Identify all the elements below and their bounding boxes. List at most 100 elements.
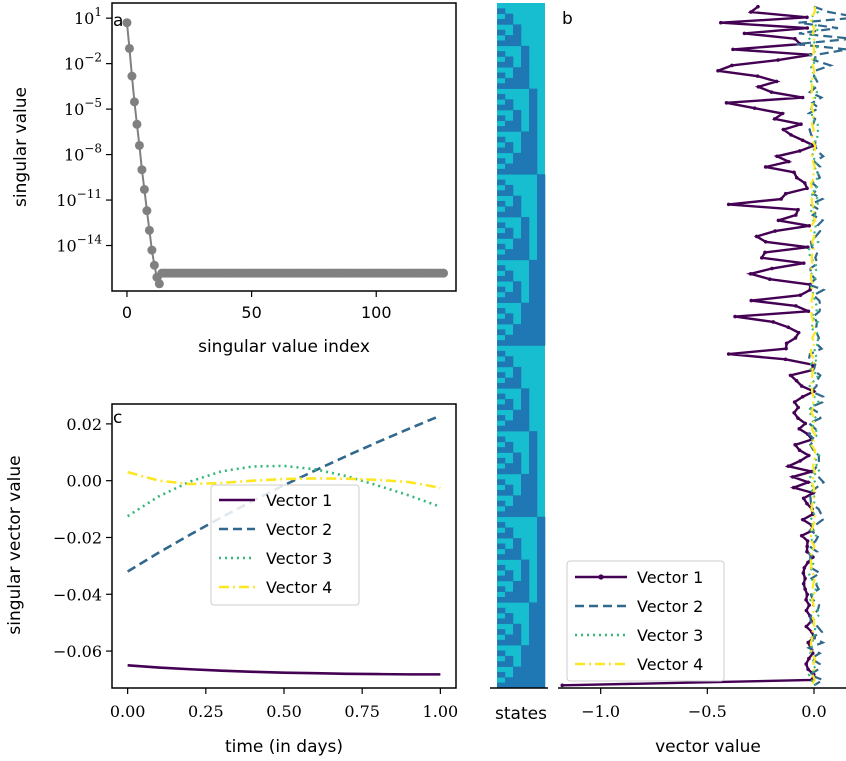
panel-b-point: [797, 149, 802, 153]
panel-b-point: [799, 533, 804, 538]
states-cell: [537, 580, 546, 587]
states-cell: [505, 83, 514, 89]
panel-b-point: [763, 239, 768, 244]
states-cell: [537, 275, 546, 282]
panel-b-point: [796, 416, 800, 420]
states-cell: [505, 270, 514, 277]
panel-b-point: [804, 598, 808, 602]
states-cell: [513, 639, 522, 646]
states-cell: [513, 468, 522, 475]
states-cell: [529, 158, 538, 164]
states-cell: [537, 666, 546, 673]
states-cell: [537, 334, 546, 341]
states-cell: [529, 275, 538, 282]
states-cell: [497, 671, 506, 678]
states-cell: [505, 677, 514, 683]
states-cell: [497, 639, 506, 646]
panel-a-singular-values: a 0 50 100 101 10−2 10−5 10−8 10−11 10−14 singul…: [11, 2, 457, 357]
panel-b-point: [794, 304, 798, 308]
panel-b-point: [794, 213, 798, 217]
states-cell: [537, 286, 546, 293]
states-cell: [537, 184, 546, 191]
states-cell: [529, 655, 538, 662]
states-cell: [521, 67, 530, 73]
states-cell: [513, 591, 522, 598]
states-cell: [537, 243, 546, 250]
states-cell: [537, 623, 546, 630]
states-cell: [497, 575, 506, 582]
states-cell: [513, 506, 522, 512]
states-cell: [529, 131, 538, 138]
states-cell: [529, 88, 538, 95]
panel-a-ticks: 0 50 100 101 10−2 10−5 10−8 10−11 10−14: [56, 5, 391, 322]
states-cell: [521, 655, 530, 662]
states-cell: [529, 473, 538, 480]
states-cell: [505, 441, 514, 448]
states-cell: [513, 238, 522, 245]
states-cell: [521, 420, 530, 427]
states-cell: [513, 382, 522, 389]
panel-b-point: [803, 587, 807, 591]
panel-b-point: [779, 197, 783, 201]
states-cell: [521, 329, 530, 336]
states-cell: [505, 570, 514, 576]
states-cell: [497, 243, 506, 250]
panel-c-legend: Vector 1 Vector 2 Vector 3 Vector 4: [210, 484, 360, 606]
states-cell: [537, 297, 546, 303]
panel-c-xtick-label: 0.75: [344, 702, 380, 721]
panel-a-marks: [122, 18, 449, 289]
states-cell: [521, 45, 530, 52]
states-cell: [537, 639, 546, 646]
states-cell: [529, 142, 538, 148]
states-cell: [497, 297, 506, 303]
states-cell: [505, 313, 514, 320]
states-cell: [497, 40, 506, 47]
panel-b-point: [807, 223, 812, 228]
panel-b-point: [806, 453, 811, 458]
states-cell: [513, 377, 522, 384]
states-cell: [497, 479, 506, 485]
panel-a-ytick-label: 10−2: [64, 51, 102, 74]
states-cell: [505, 56, 514, 63]
states-cell: [505, 506, 514, 512]
panel-c-legend-label: Vector 1: [266, 491, 332, 510]
states-cell: [513, 682, 522, 689]
states-cell: [497, 93, 506, 100]
states-cell: [529, 120, 538, 127]
states-cell: [497, 179, 506, 186]
states-cell: [529, 286, 538, 293]
states-cell: [521, 152, 530, 159]
panel-b-point: [772, 117, 777, 121]
panel-b-point: [806, 667, 810, 672]
states-cell: [497, 340, 506, 346]
panel-b-point: [794, 378, 799, 383]
panel-a-point: [129, 97, 139, 107]
states-cell: [529, 666, 538, 673]
states-cells: [497, 3, 546, 689]
panel-b-point: [792, 170, 796, 175]
panel-c-letter: c: [113, 408, 122, 428]
states-cell: [505, 597, 514, 603]
states-cell: [529, 457, 538, 464]
states-cell: [529, 163, 538, 170]
states-cell: [529, 93, 538, 100]
states-cell: [505, 661, 514, 667]
states-cell: [529, 99, 538, 105]
states-cell: [529, 259, 538, 266]
states-cell: [497, 543, 506, 550]
states-cell: [521, 404, 530, 411]
states-cell: [505, 233, 514, 239]
states-cell: [513, 425, 522, 432]
states-cell: [513, 115, 522, 122]
states-cell: [513, 297, 522, 303]
states-cell: [513, 634, 522, 641]
states-cell: [537, 238, 546, 245]
states-cell: [537, 634, 546, 641]
states-cell: [497, 468, 506, 475]
states-cell: [537, 671, 546, 678]
states-cell: [513, 83, 522, 89]
panel-a-ytick-label: 10−8: [64, 142, 102, 165]
states-cell: [513, 291, 522, 298]
panel-c-xtick-label: 1.00: [423, 702, 459, 721]
states-cell: [521, 56, 530, 63]
